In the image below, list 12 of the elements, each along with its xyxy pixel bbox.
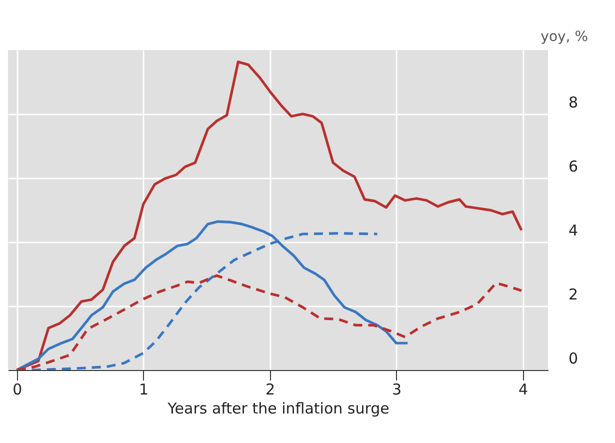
- y-tick-label: 2: [568, 286, 578, 304]
- x-axis-title: Years after the inflation surge: [166, 400, 390, 418]
- y-axis-title: yoy, %: [540, 29, 588, 45]
- x-tick-label: 4: [518, 380, 528, 398]
- y-tick-label: 8: [568, 94, 578, 112]
- x-tick-label: 0: [12, 380, 22, 398]
- y-tick-label: 6: [568, 158, 578, 176]
- x-tick-label: 1: [139, 380, 149, 398]
- y-tick-label: 0: [568, 350, 578, 368]
- y-tick-label: 4: [568, 222, 578, 240]
- x-tick-label: 3: [392, 380, 402, 398]
- x-tick-label: 2: [266, 380, 276, 398]
